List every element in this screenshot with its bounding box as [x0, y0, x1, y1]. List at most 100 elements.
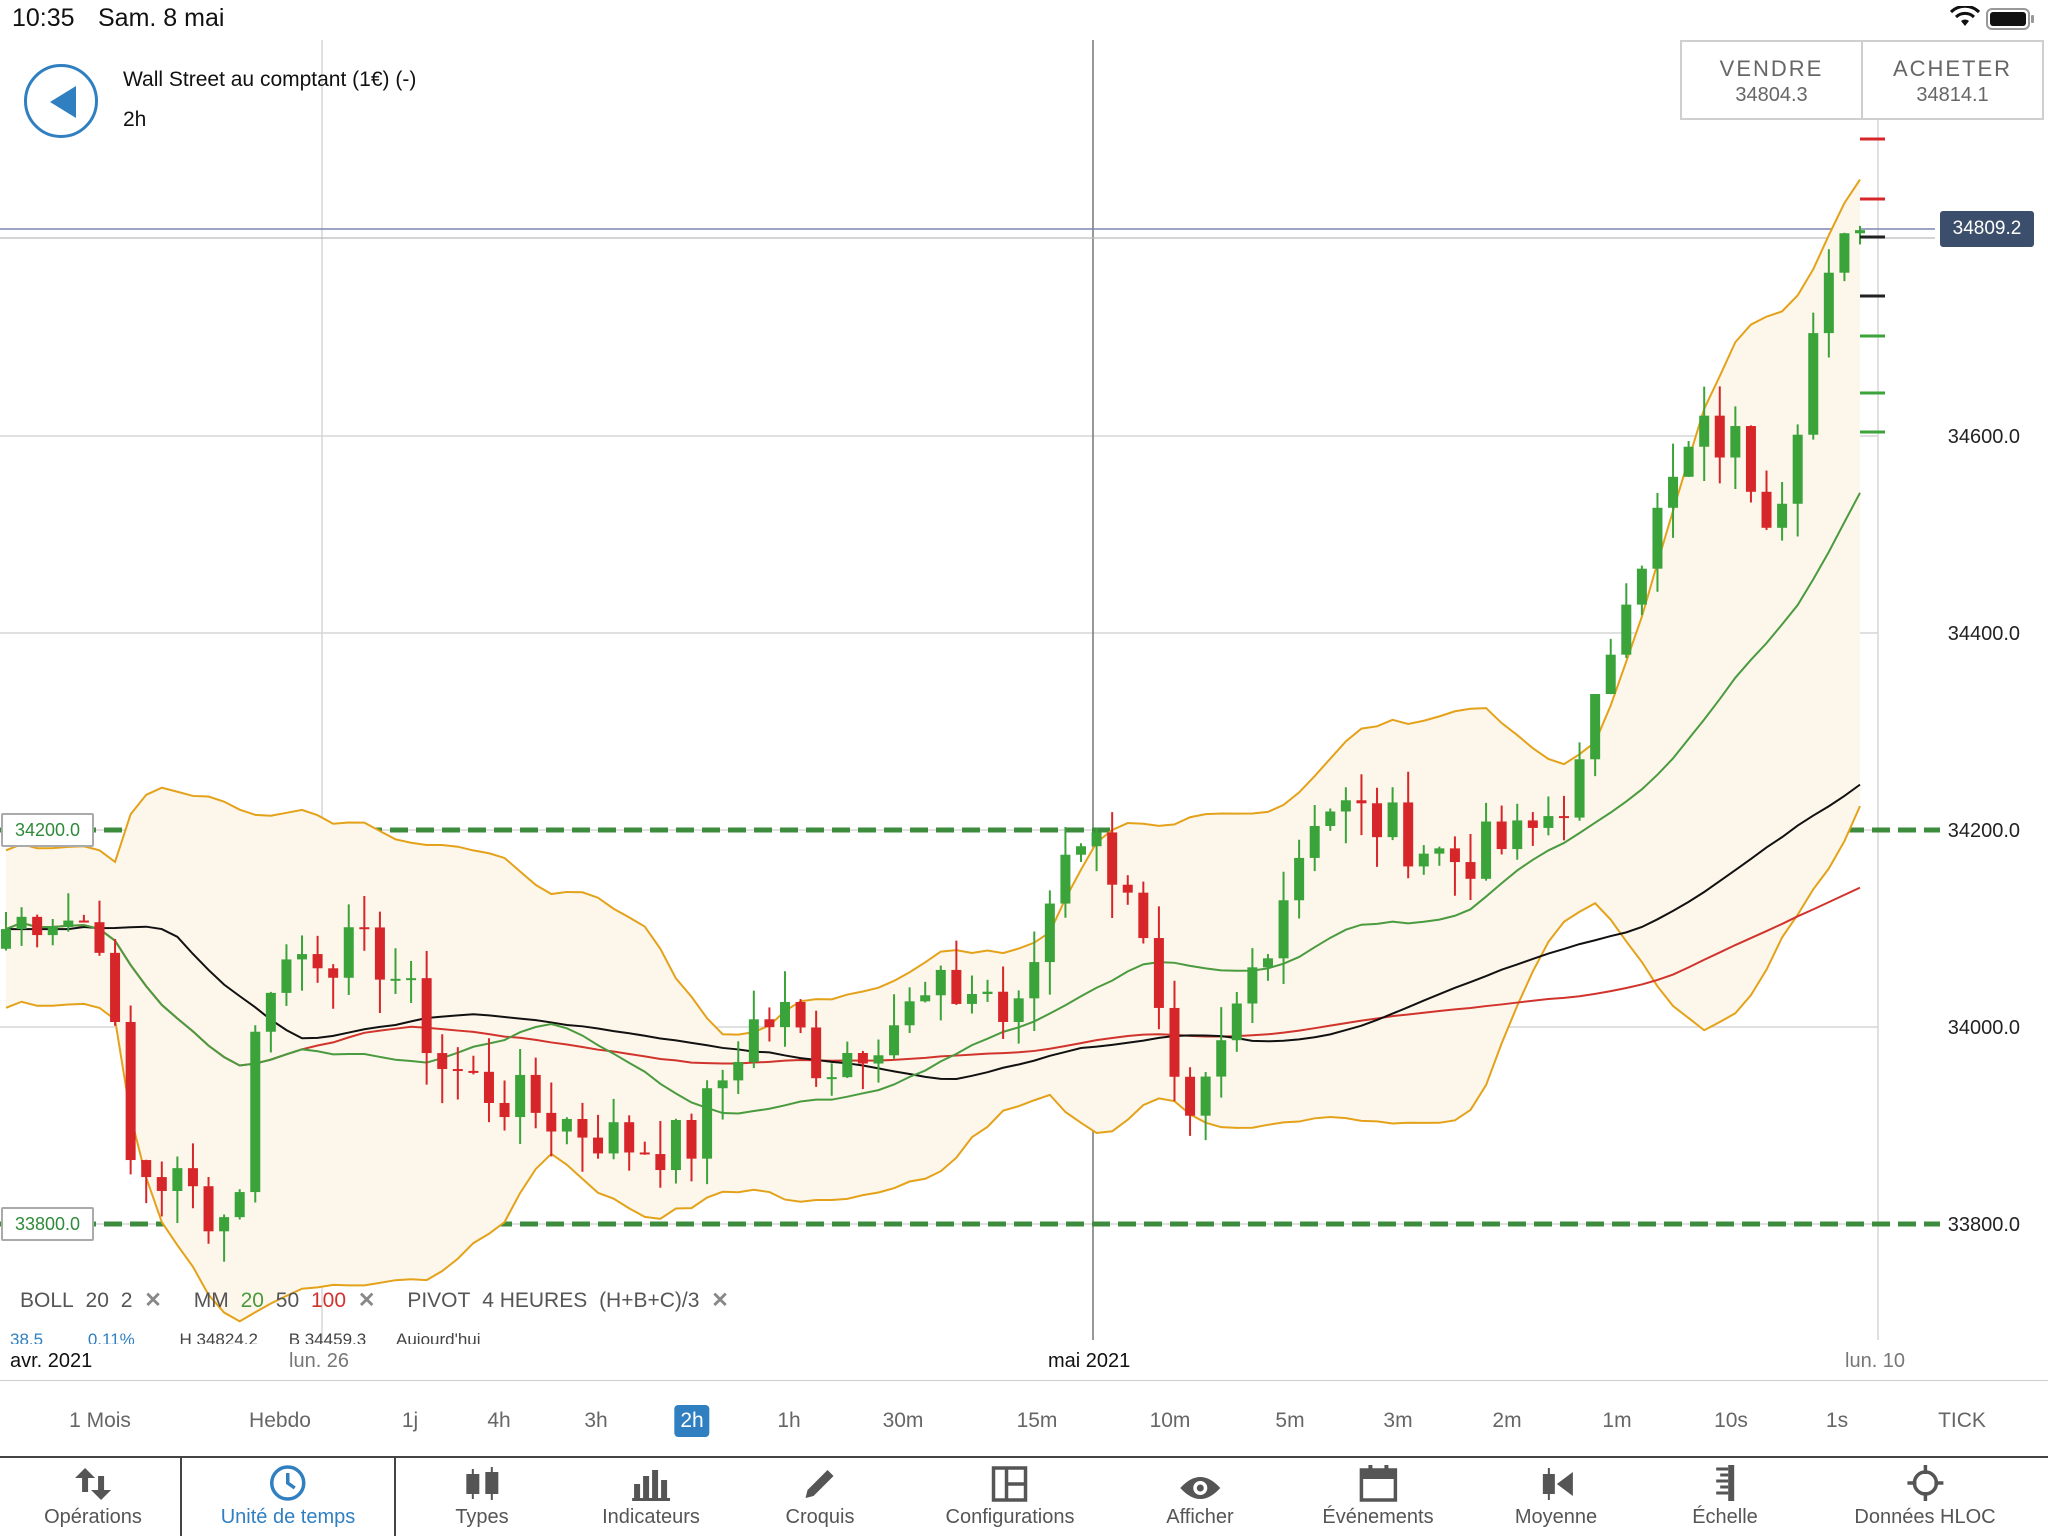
candle-body — [1730, 426, 1741, 458]
tab-timeframe[interactable]: Unité de temps — [221, 1458, 355, 1538]
candle-body — [1761, 491, 1772, 528]
tf-1s[interactable]: 1s — [1825, 1409, 1849, 1432]
pivot-remove-icon[interactable]: ✕ — [711, 1289, 729, 1312]
candle-body — [1278, 900, 1289, 959]
candle-body — [857, 1052, 868, 1064]
candle-body — [1839, 233, 1850, 273]
tab-display-label: Afficher — [1166, 1506, 1234, 1528]
candle-body — [1683, 446, 1694, 477]
sell-label: VENDRE — [1719, 56, 1824, 81]
candle-body — [1, 929, 11, 949]
tab-display[interactable]: Afficher — [1166, 1458, 1234, 1538]
tf-2h[interactable]: 2h — [674, 1405, 710, 1437]
candle-body — [499, 1102, 510, 1118]
candle-body — [1714, 415, 1725, 458]
candle-body — [1636, 568, 1647, 605]
candle-body — [265, 992, 276, 1032]
candle-body — [1745, 426, 1756, 492]
candle-body — [1340, 800, 1351, 812]
tab-indicators[interactable]: Indicateurs — [602, 1458, 700, 1538]
tf-1m[interactable]: 1m — [1602, 1409, 1632, 1432]
info-high: H 34824.2 — [179, 1330, 258, 1344]
tab-average[interactable]: Moyenne — [1515, 1458, 1597, 1538]
pivot-label-upper[interactable]: 34200.0 — [1, 813, 95, 847]
tab-types[interactable]: Types — [455, 1458, 509, 1538]
candle-body — [951, 969, 962, 1004]
candle-body — [1029, 962, 1040, 999]
info-low: B 34459.3 — [288, 1330, 367, 1344]
candle-average-icon — [1543, 1468, 1573, 1500]
tab-sketches[interactable]: Croquis — [786, 1458, 854, 1538]
mm-remove-icon[interactable]: ✕ — [357, 1289, 376, 1312]
tf-10m[interactable]: 10m — [1149, 1409, 1191, 1432]
arrows-updown-icon — [75, 1468, 111, 1500]
tf-1h[interactable]: 1h — [777, 1409, 801, 1432]
candle-body — [483, 1071, 494, 1103]
back-arrow-icon — [50, 86, 76, 118]
candle-body — [1262, 958, 1273, 968]
tf-3h[interactable]: 3h — [584, 1409, 608, 1432]
x-label-mon26: lun. 26 — [289, 1350, 350, 1372]
eye-icon — [1179, 1477, 1220, 1499]
candle-body — [593, 1137, 604, 1154]
candle-body — [63, 920, 74, 927]
buy-button[interactable]: ACHETER 34814.1 — [1861, 42, 2042, 118]
boll-remove-icon[interactable]: ✕ — [144, 1289, 162, 1312]
candle-body — [1590, 694, 1601, 760]
candle-body — [873, 1055, 884, 1064]
boll-name: BOLL — [20, 1289, 74, 1312]
candle-body — [748, 1019, 759, 1062]
pivot-label-lower[interactable]: 33800.0 — [1, 1207, 95, 1241]
tab-operations[interactable]: Opérations — [44, 1458, 142, 1538]
clock-icon — [270, 1465, 306, 1501]
candle-body — [670, 1120, 681, 1171]
candle-body — [1465, 862, 1476, 879]
tf-15m[interactable]: 15m — [1016, 1409, 1058, 1432]
sell-price: 34804.3 — [1735, 84, 1808, 106]
price-chart[interactable]: 34600.0 34400.0 34200.0 34000.0 33800.0 — [0, 40, 2048, 1380]
tf-tick[interactable]: TICK — [1938, 1409, 1986, 1432]
crosshair-icon — [1907, 1465, 1943, 1501]
candle-body — [32, 916, 43, 936]
candle-body — [1309, 825, 1320, 858]
buy-price: 34814.1 — [1916, 84, 1989, 106]
tab-scale-label: Échelle — [1692, 1506, 1758, 1528]
candle-body — [1418, 853, 1429, 867]
candle-body — [125, 1021, 136, 1161]
tf-2m[interactable]: 2m — [1492, 1409, 1522, 1432]
candle-body — [1294, 857, 1305, 901]
tf-30m[interactable]: 30m — [882, 1409, 924, 1432]
candle-body — [1325, 811, 1336, 826]
tab-hloc-data[interactable]: Données HLOC — [1854, 1458, 1996, 1538]
tf-3m[interactable]: 3m — [1383, 1409, 1413, 1432]
tf-1-mois[interactable]: 1 Mois — [69, 1409, 131, 1432]
tf-1j[interactable]: 1j — [401, 1409, 419, 1432]
y-axis-label: 34000.0 — [1948, 1017, 2020, 1039]
candlestick-icon — [465, 1467, 498, 1500]
candle-body — [1434, 848, 1445, 854]
tab-configurations[interactable]: Configurations — [946, 1458, 1074, 1538]
candle-body — [1558, 816, 1569, 819]
candle-body — [141, 1160, 152, 1178]
candle-body — [1122, 884, 1133, 893]
candle-body — [1699, 415, 1710, 447]
back-button[interactable] — [24, 64, 98, 138]
candle-body — [1512, 820, 1523, 850]
candle-body — [1527, 820, 1538, 828]
candle-body — [1621, 604, 1632, 655]
candle-body — [515, 1074, 526, 1118]
candle-body — [219, 1217, 230, 1232]
tf-hebdo[interactable]: Hebdo — [249, 1409, 311, 1432]
candle-body — [1153, 938, 1164, 1008]
pencil-icon — [805, 1470, 834, 1498]
tf-5m[interactable]: 5m — [1275, 1409, 1305, 1432]
candle-body — [94, 922, 105, 953]
candle-body — [1808, 333, 1819, 435]
tab-events[interactable]: Événements — [1322, 1458, 1434, 1538]
sell-button[interactable]: VENDRE 34804.3 — [1682, 42, 1861, 118]
tf-4h[interactable]: 4h — [487, 1409, 511, 1432]
tab-scale[interactable]: Échelle — [1692, 1458, 1758, 1538]
tf-10s[interactable]: 10s — [1714, 1409, 1748, 1432]
candle-body — [421, 978, 432, 1054]
candle-body — [374, 927, 385, 980]
